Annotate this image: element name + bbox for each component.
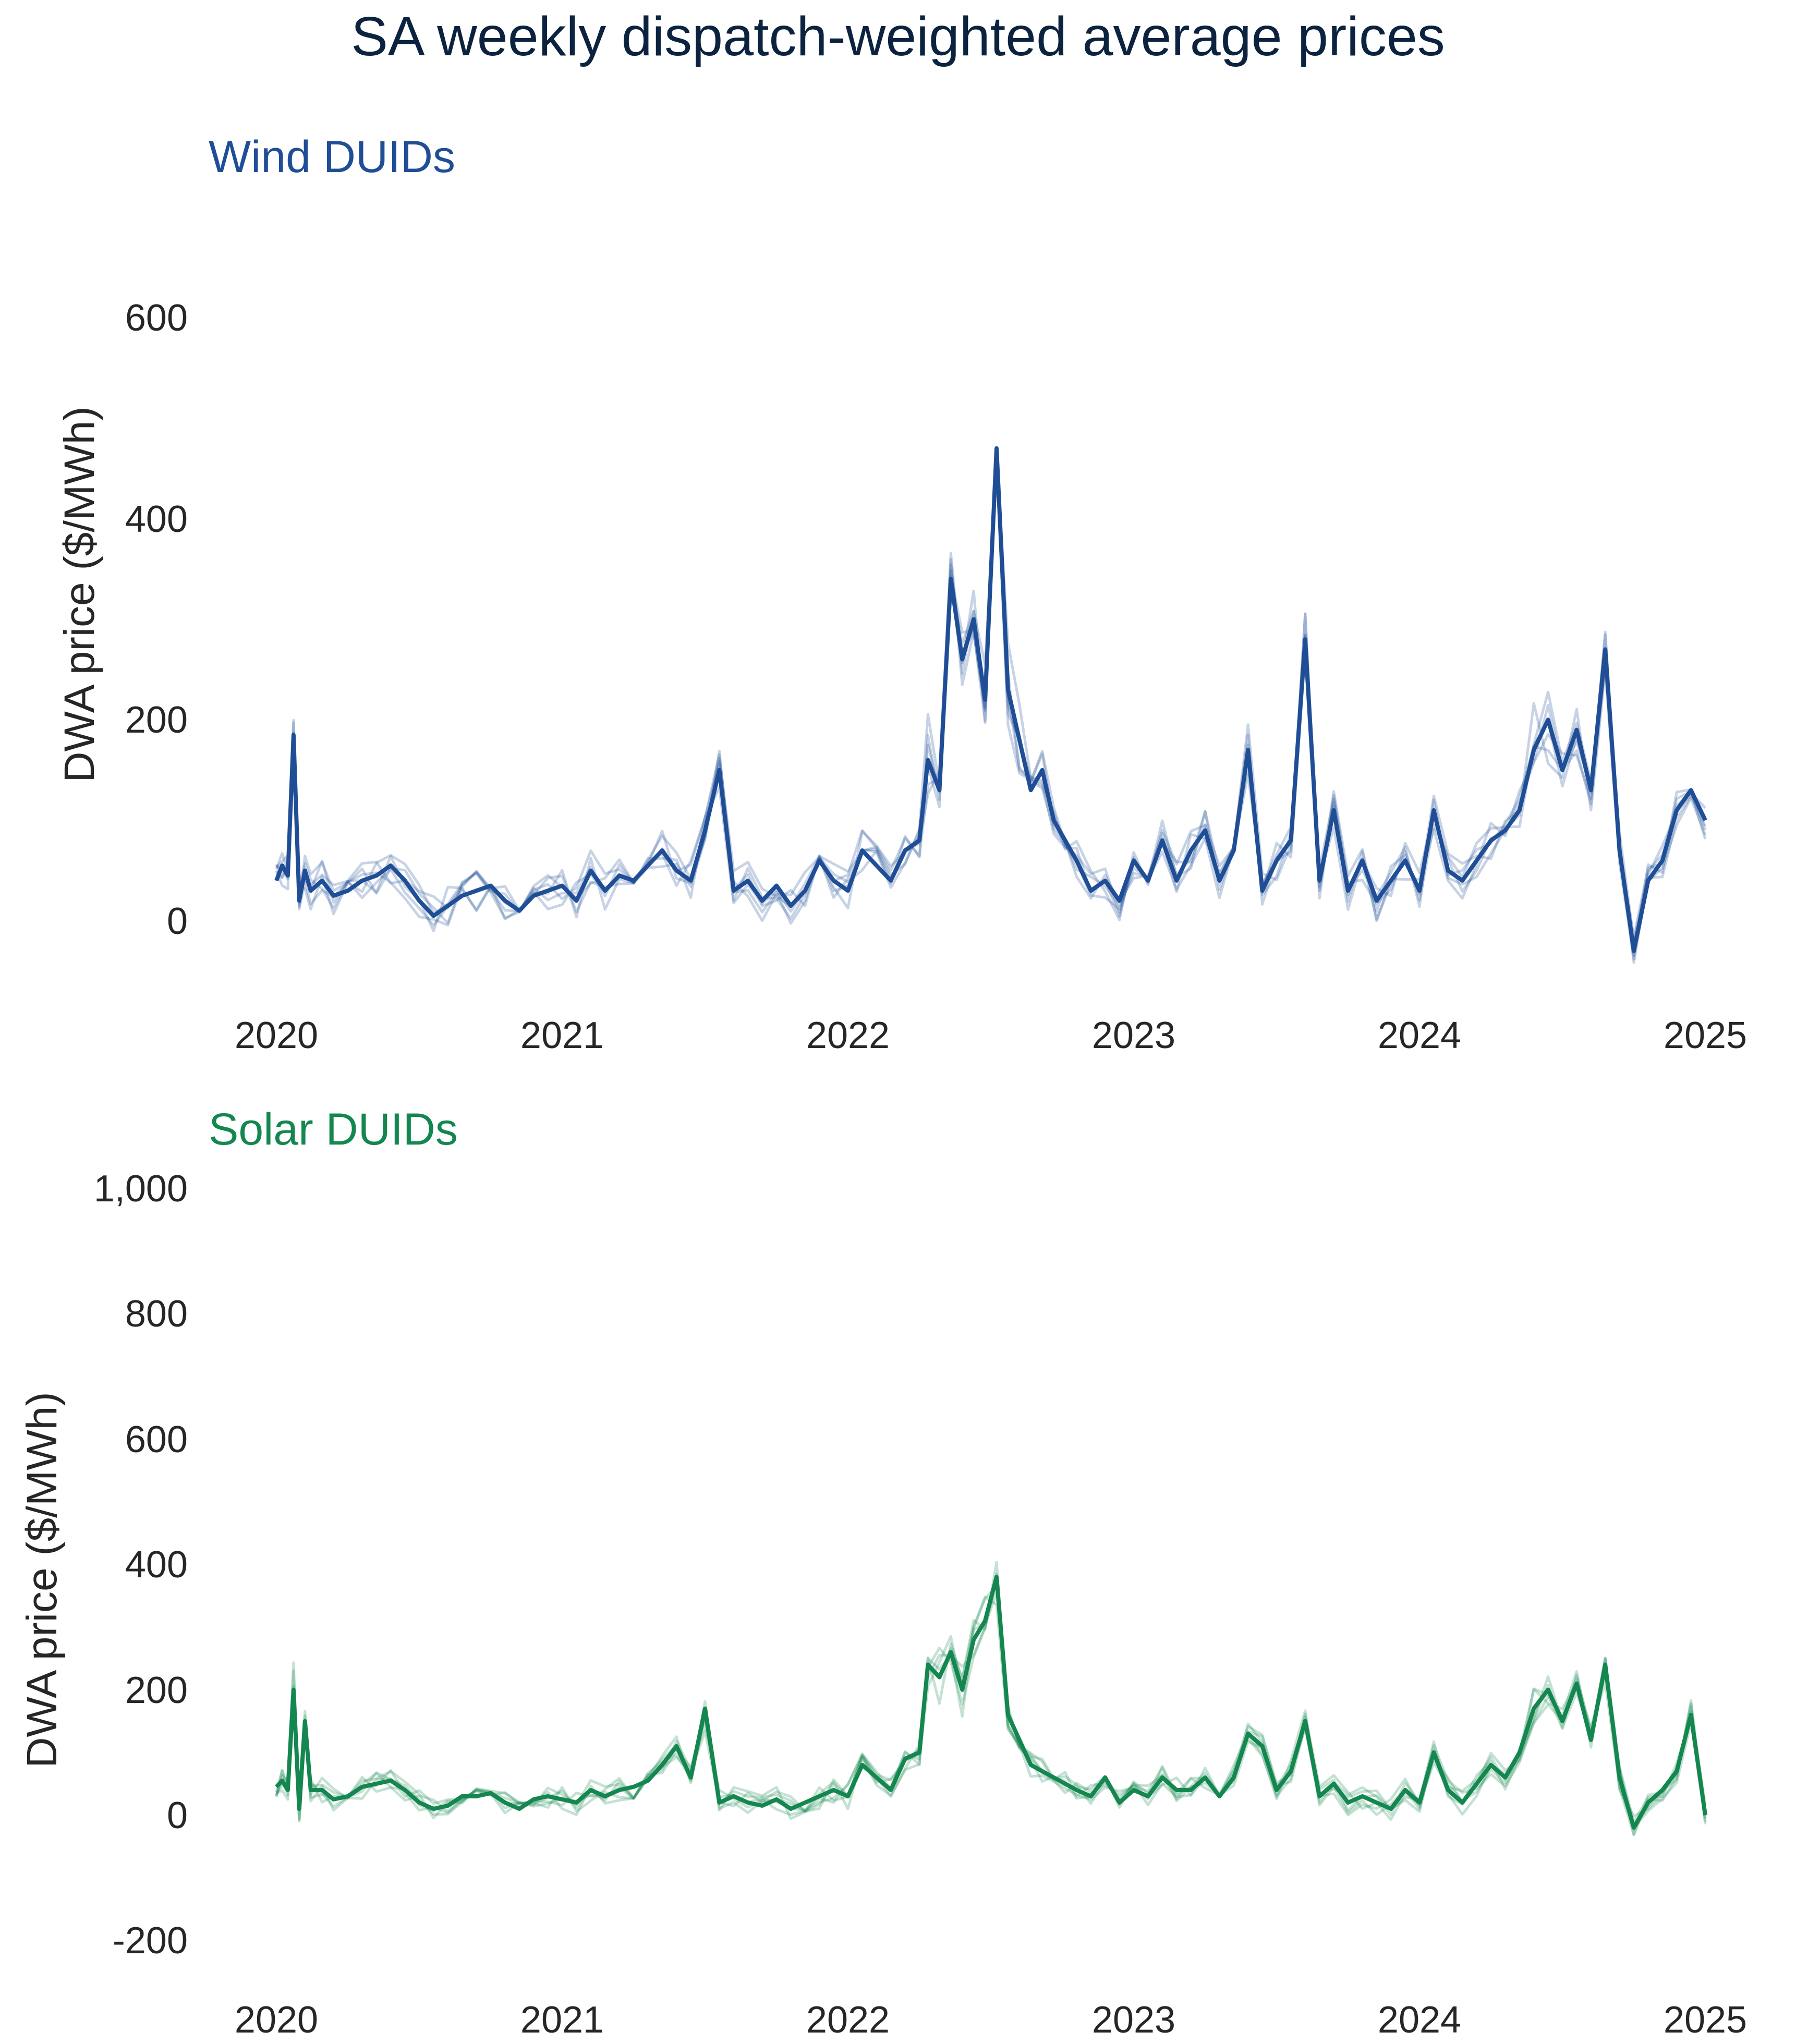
solar-x-tick-2025: 2025 — [1664, 1999, 1747, 2041]
solar-y-tick-400: 400 — [125, 1544, 188, 1586]
solar-panel: Solar DUIDs DWA price ($/MWh) 1,000 800 … — [18, 1104, 1747, 2041]
solar-y-tick-0: 0 — [167, 1795, 188, 1836]
wind-duid-line-1 — [275, 464, 1707, 957]
solar-y-tick-labels: 1,000 800 600 400 200 0 -200 — [94, 1168, 188, 1962]
wind-x-tick-2025: 2025 — [1664, 1015, 1747, 1056]
wind-y-tick-0: 0 — [167, 901, 188, 942]
wind-y-tick-200: 200 — [125, 699, 188, 741]
solar-duid-line-1 — [275, 1561, 1707, 1830]
solar-y-tick-1000: 1,000 — [94, 1168, 188, 1210]
solar-x-tick-2023: 2023 — [1092, 1999, 1175, 2041]
solar-main-series-line — [275, 1575, 1707, 1830]
wind-y-tick-labels: 600 400 200 0 — [125, 297, 188, 942]
wind-x-tick-2022: 2022 — [806, 1015, 890, 1056]
solar-y-tick-neg200: -200 — [113, 1920, 188, 1962]
wind-series-lines — [274, 446, 1707, 964]
wind-x-tick-labels: 2020 2021 2022 2023 2024 2025 — [235, 1015, 1747, 1056]
solar-duid-line-4 — [275, 1591, 1707, 1824]
solar-panel-title: Solar DUIDs — [209, 1104, 458, 1154]
solar-x-tick-labels: 2020 2021 2022 2023 2024 2025 — [235, 1999, 1747, 2041]
chart-main-title: SA weekly dispatch-weighted average pric… — [351, 6, 1445, 67]
solar-x-tick-2021: 2021 — [520, 1999, 604, 2041]
wind-main-series-line — [274, 446, 1707, 953]
solar-x-tick-2024: 2024 — [1378, 1999, 1461, 2041]
solar-y-tick-200: 200 — [125, 1670, 188, 1711]
wind-x-tick-2024: 2024 — [1378, 1015, 1461, 1056]
wind-x-tick-2023: 2023 — [1092, 1015, 1175, 1056]
solar-series-lines — [275, 1561, 1707, 1836]
solar-x-tick-2022: 2022 — [806, 1999, 890, 2041]
wind-x-tick-2021: 2021 — [520, 1015, 604, 1056]
solar-x-tick-2020: 2020 — [235, 1999, 318, 2041]
wind-x-tick-2020: 2020 — [235, 1015, 318, 1056]
wind-panel: Wind DUIDs DWA price ($/MWh) 600 400 200… — [56, 132, 1747, 1056]
wind-y-axis-label: DWA price ($/MWh) — [56, 406, 103, 782]
solar-y-tick-800: 800 — [125, 1293, 188, 1335]
wind-y-tick-400: 400 — [125, 498, 188, 540]
solar-y-tick-600: 600 — [125, 1419, 188, 1461]
wind-panel-title: Wind DUIDs — [209, 132, 455, 182]
wind-y-tick-600: 600 — [125, 297, 188, 339]
solar-duid-line-6 — [275, 1596, 1707, 1836]
solar-duid-line-2 — [275, 1579, 1707, 1836]
solar-y-axis-label: DWA price ($/MWh) — [18, 1392, 66, 1768]
wind-duid-line-3 — [275, 459, 1706, 960]
wind-duid-line-6 — [275, 452, 1707, 946]
